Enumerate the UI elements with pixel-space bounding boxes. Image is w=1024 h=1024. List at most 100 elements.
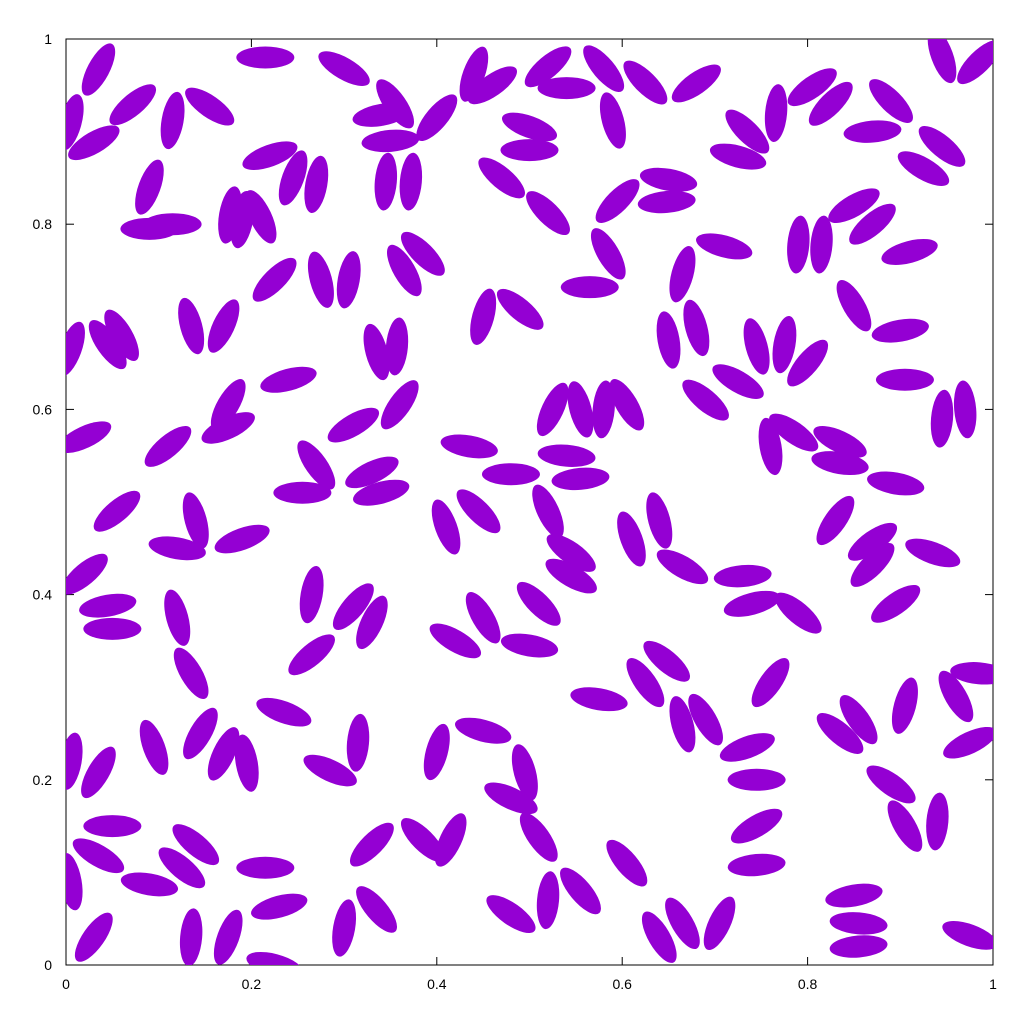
data-point (439, 431, 500, 463)
data-point (569, 683, 630, 715)
data-point (520, 185, 577, 242)
data-point (129, 156, 170, 218)
data-point (173, 295, 209, 357)
data-point (201, 295, 245, 357)
data-point (939, 915, 1001, 956)
data-marks (50, 25, 1009, 983)
data-point (344, 816, 401, 873)
data-point (501, 139, 559, 161)
data-point (77, 590, 138, 622)
data-point (178, 907, 205, 967)
data-point (728, 769, 786, 791)
data-point (693, 228, 755, 264)
data-point (481, 888, 541, 939)
data-point (727, 852, 787, 879)
data-point (180, 81, 240, 132)
data-point (349, 880, 403, 939)
y-tick-label: 0.6 (33, 401, 53, 417)
x-tick-label: 0.8 (798, 976, 818, 992)
data-point (499, 630, 560, 662)
data-point (929, 389, 956, 449)
data-point (103, 78, 162, 132)
data-point (721, 586, 783, 622)
x-tick-label: 0.4 (427, 976, 447, 992)
data-point (924, 792, 951, 852)
data-point (535, 870, 562, 930)
data-point (482, 463, 540, 485)
data-point (236, 857, 294, 879)
data-point (345, 713, 372, 773)
data-point (246, 251, 303, 308)
data-point (248, 889, 310, 925)
data-point (465, 286, 501, 348)
data-point (584, 223, 632, 284)
data-point (526, 480, 570, 542)
data-point (296, 564, 328, 625)
data-point (273, 482, 331, 504)
data-point (372, 152, 399, 212)
data-point (410, 88, 464, 147)
data-point (876, 369, 934, 391)
data-point (666, 58, 726, 109)
data-point (323, 401, 384, 449)
data-point (951, 34, 1008, 91)
data-point (157, 90, 189, 151)
data-point (600, 834, 654, 893)
data-point (333, 249, 365, 310)
data-point (745, 653, 796, 713)
data-point (120, 218, 178, 240)
data-point (419, 721, 455, 783)
data-point (870, 315, 931, 347)
x-tick-label: 0.6 (612, 976, 632, 992)
data-point (159, 587, 195, 649)
data-point (865, 468, 926, 500)
data-point (258, 362, 320, 398)
data-point (843, 118, 903, 145)
data-point (167, 643, 215, 704)
data-point (879, 234, 941, 270)
data-point (208, 906, 249, 968)
data-point (902, 533, 964, 574)
data-point (697, 892, 741, 954)
data-point (139, 419, 198, 473)
data-point (829, 933, 889, 960)
data-point (55, 731, 87, 792)
data-point (54, 415, 116, 459)
data-point (50, 318, 91, 380)
data-point (83, 618, 141, 640)
data-point (810, 490, 861, 550)
y-tick-label: 0.8 (33, 216, 53, 232)
data-point (328, 897, 360, 958)
data-point (513, 807, 564, 867)
data-point (713, 563, 773, 590)
data-point (282, 628, 341, 682)
y-tick-label: 0.4 (33, 587, 53, 603)
data-point (88, 484, 147, 538)
data-point (830, 275, 878, 336)
data-point (119, 869, 180, 901)
data-point (763, 83, 790, 143)
data-point (68, 907, 119, 967)
data-point (510, 576, 567, 633)
x-tick-label: 0.2 (242, 976, 262, 992)
data-point (866, 578, 926, 629)
data-point (952, 380, 979, 440)
data-point (678, 297, 714, 359)
y-tick-label: 0.2 (33, 772, 53, 788)
data-point (530, 378, 574, 440)
data-point (738, 316, 774, 378)
x-tick-label: 0 (62, 976, 70, 992)
data-point (652, 543, 713, 591)
data-point (83, 815, 141, 837)
data-point (716, 727, 778, 768)
data-point (561, 276, 619, 298)
data-point (881, 795, 929, 856)
data-point (236, 47, 294, 69)
data-point (55, 547, 114, 601)
data-point (785, 215, 812, 275)
data-point (452, 713, 514, 749)
data-point (823, 880, 884, 912)
data-point (361, 127, 421, 154)
data-point (887, 675, 923, 737)
data-point (551, 465, 611, 492)
